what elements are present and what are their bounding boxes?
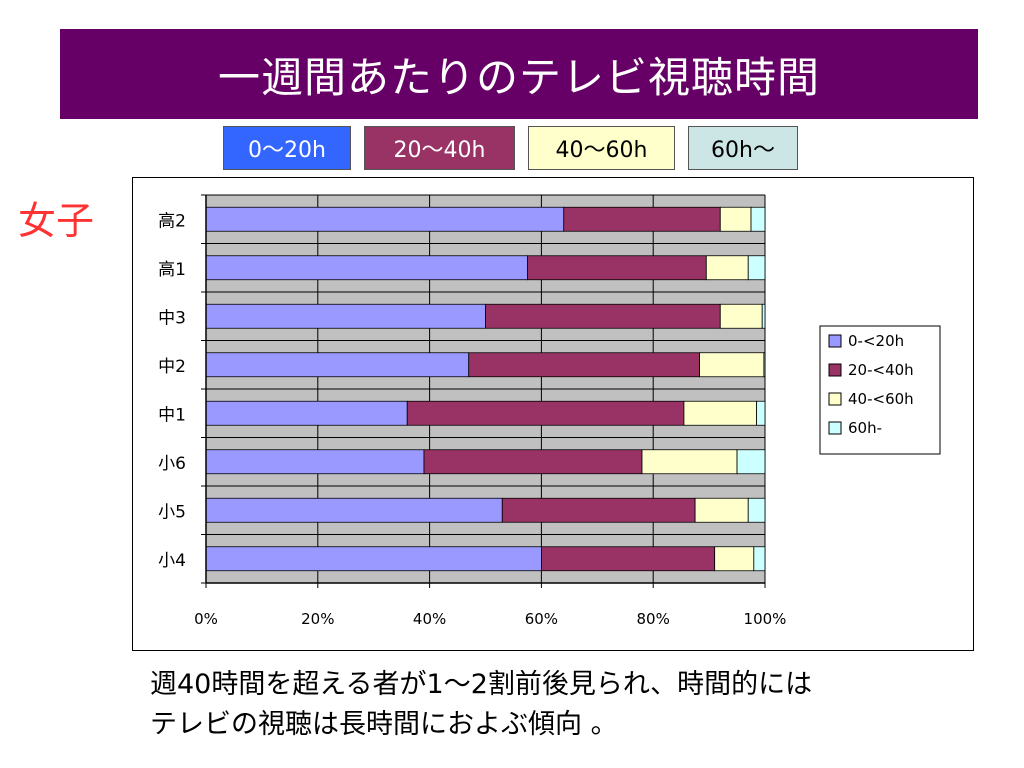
- bar-segment: [205, 352, 470, 378]
- legend-swatch: [828, 363, 842, 377]
- bar-segment: [719, 206, 752, 232]
- bar-segment: [747, 255, 766, 281]
- bar-segment: [736, 449, 766, 475]
- bar-segment: [205, 497, 503, 523]
- category-label: 小5: [158, 502, 186, 522]
- category-label: 小4: [158, 551, 186, 571]
- bar-segment: [761, 303, 766, 329]
- bar-segment: [540, 546, 716, 572]
- bar-segment: [719, 303, 763, 329]
- bar-segment: [485, 303, 721, 329]
- chart-frame: 高2 高1 中3 中2 中1 小6 小5 小4 0% 20% 40% 60% 80% 100% 0-<20h…: [132, 177, 974, 651]
- bar-segment: [563, 206, 721, 232]
- legend-box-60h-plus: 60h～: [688, 126, 798, 170]
- bar-segment: [205, 546, 542, 572]
- category-label: 中3: [158, 308, 186, 328]
- stacked-bar-chart: 高2 高1 中3 中2 中1 小6 小5 小4 0% 20% 40% 60% 80% 100% 0-<20h…: [158, 194, 941, 628]
- bar-segment: [205, 449, 425, 475]
- slide-title: 一週間あたりのテレビ視聴時間: [60, 29, 978, 119]
- legend-box-40-60h: 40～60h: [528, 126, 675, 170]
- bar-segment: [753, 546, 766, 572]
- bar-segment: [641, 449, 738, 475]
- x-tick-label: 20%: [301, 610, 334, 628]
- bar-segment: [501, 497, 696, 523]
- bar-segment: [423, 449, 643, 475]
- bar-segment: [406, 400, 685, 426]
- bar-segment: [527, 255, 707, 281]
- x-tick-label: 0%: [194, 610, 218, 628]
- category-label: 中1: [158, 405, 186, 425]
- bar-segment: [763, 352, 766, 378]
- legend-swatch: [828, 392, 842, 406]
- category-label: 高1: [158, 260, 186, 280]
- legend-box-0-20h: 0～20h: [223, 126, 351, 170]
- caption-line-1: 週40時間を超える者が1～2割前後見られ、時間的には: [150, 669, 813, 700]
- bar-segment: [683, 400, 758, 426]
- bar-segment: [699, 352, 765, 378]
- x-tick-label: 100%: [744, 610, 787, 628]
- caption: 週40時間を超える者が1～2割前後見られ、時間的には テレビの視聴は長時間におよ…: [150, 665, 980, 745]
- bar-segment: [205, 303, 486, 329]
- gender-label: 女子: [18, 199, 95, 243]
- bar-segment: [750, 206, 766, 232]
- bar-segment: [705, 255, 749, 281]
- category-label: 高2: [158, 211, 186, 231]
- bar-segment: [205, 255, 528, 281]
- legend-swatch: [828, 421, 842, 435]
- x-tick-label: 40%: [413, 610, 446, 628]
- caption-line-2: テレビの視聴は長時間におよぶ傾向 。: [150, 709, 618, 740]
- bar-segment: [747, 497, 766, 523]
- x-tick-label: 60%: [525, 610, 558, 628]
- category-label: 小6: [158, 454, 186, 474]
- legend-swatch: [828, 334, 842, 348]
- legend-label: 20-<40h: [848, 361, 914, 379]
- bar-segment: [205, 206, 565, 232]
- bar-segment: [694, 497, 749, 523]
- x-tick-label: 80%: [637, 610, 670, 628]
- legend-box-20-40h: 20～40h: [364, 126, 515, 170]
- legend-label: 0-<20h: [848, 332, 904, 350]
- legend-label: 40-<60h: [848, 390, 914, 408]
- bar-segment: [468, 352, 700, 378]
- bar-segment: [205, 400, 408, 426]
- legend-label: 60h-: [848, 419, 882, 437]
- category-label: 中2: [158, 357, 186, 377]
- bar-segment: [756, 400, 766, 426]
- bar-segment: [714, 546, 755, 572]
